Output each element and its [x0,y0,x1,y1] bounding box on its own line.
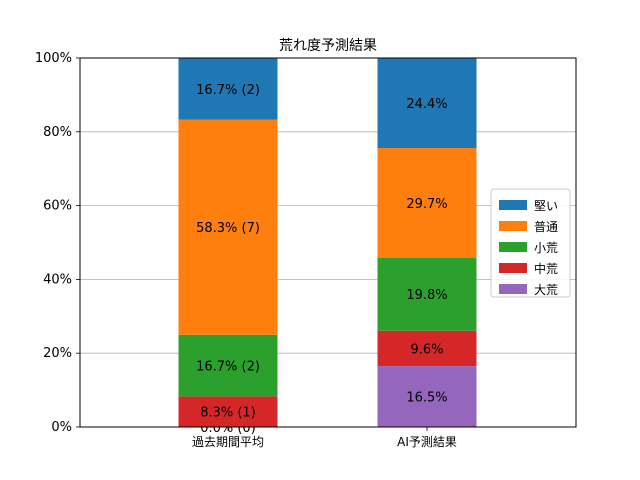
y-tick-label: 20% [43,346,72,361]
y-tick-label: 40% [43,272,72,287]
bar-segment [178,396,278,427]
legend-swatch [499,221,527,231]
chart-title: 荒れ度予測結果 [279,38,377,54]
bar-segment [377,257,477,331]
legend-swatch [499,263,527,273]
bar-segment [377,58,477,149]
data-label: 24.4% [406,97,447,112]
data-label: 58.3% (7) [196,221,260,236]
y-tick-label: 60% [43,199,72,214]
x-tick-label: 過去期間平均 [192,435,264,449]
legend-swatch [499,200,527,210]
bar-segment [178,58,278,120]
data-label: 29.7% [406,197,447,212]
legend-label: 中荒 [534,261,558,276]
legend-swatch [499,284,527,294]
data-label: 9.6% [410,342,443,357]
legend-label: 小荒 [534,241,558,255]
axes: 0% 20% 40% 60% 80% 100% 過去期間平均 AI予測結果 [35,51,577,449]
data-label: 8.3% (1) [200,406,256,421]
data-label: 16.7% (2) [196,83,260,98]
plot-frame [79,57,577,428]
y-tick-label: 0% [51,420,72,435]
legend-label: 普通 [534,220,558,234]
data-label: 19.8% [406,288,447,303]
y-tick-label: 100% [35,51,72,66]
x-tick-label: AI予測結果 [397,435,457,449]
bar-segment [178,334,278,397]
legend-label: 大荒 [534,283,558,297]
bar-segment [377,366,477,427]
data-label: 16.7% (2) [196,360,260,375]
bar-segment [377,148,477,258]
bar-segment [178,119,278,335]
bar-segment [377,330,477,367]
y-tick-label: 80% [43,125,72,140]
data-label: 16.5% [406,391,447,406]
legend-swatch [499,242,527,252]
legend-label: 堅い [534,199,558,213]
bars: 0.0% (0)8.3% (1)16.7% (2)58.3% (7)16.7% … [178,58,477,436]
